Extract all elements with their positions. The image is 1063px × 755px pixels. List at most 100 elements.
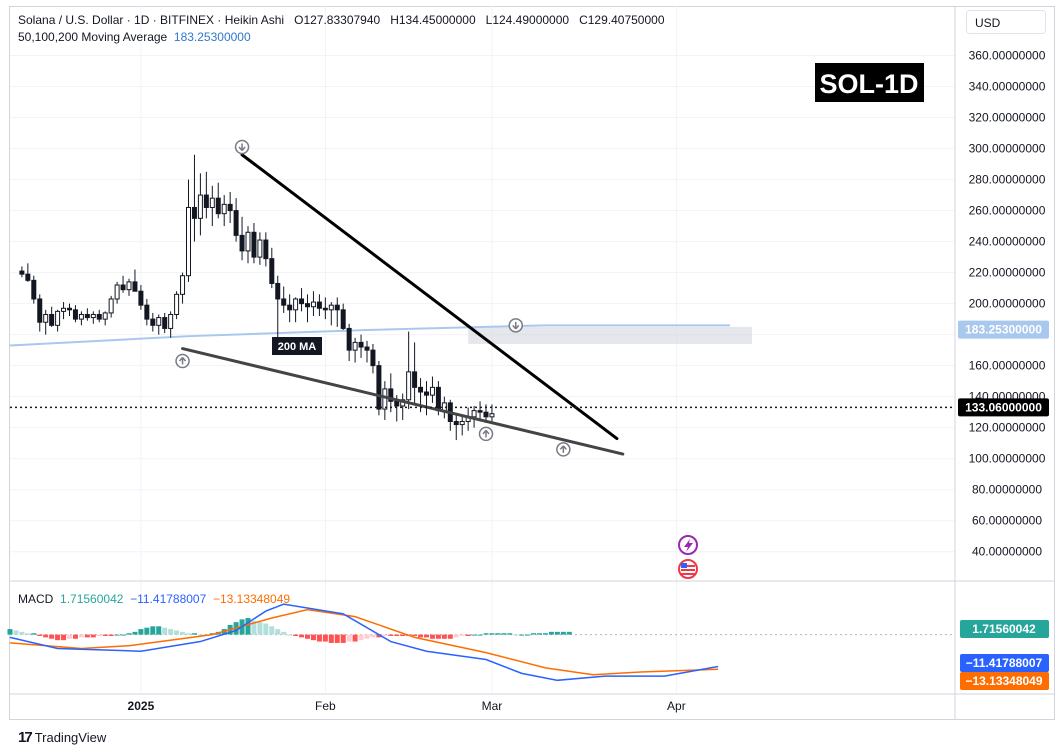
candle-body xyxy=(168,313,174,329)
candles xyxy=(19,154,495,441)
macd-hist-bar xyxy=(293,634,299,636)
candle xyxy=(150,312,156,332)
ma-legend-label[interactable]: 50,100,200 Moving Average xyxy=(18,30,168,44)
candle xyxy=(352,337,358,363)
tradingview-brand[interactable]: 17 TradingView xyxy=(18,729,106,746)
price-tick-label: 320.00000000 xyxy=(969,111,1046,125)
candle xyxy=(31,275,37,304)
candle-body xyxy=(78,313,84,320)
candle-body xyxy=(96,313,102,320)
time-tick-label: 2025 xyxy=(128,699,155,713)
candle-body xyxy=(72,309,78,320)
macd-hist-bar xyxy=(477,634,483,636)
macd-hist-bar xyxy=(67,634,72,639)
macd-hist-bar xyxy=(7,629,13,635)
macd-hist-bar xyxy=(162,627,168,635)
macd-hist-bar xyxy=(90,634,96,638)
candle-body xyxy=(376,365,382,410)
macd-hist-bar xyxy=(560,631,566,635)
time-tick-label: Mar xyxy=(482,699,503,713)
sol-badge: SOL-1D xyxy=(819,69,918,99)
candle-body xyxy=(144,304,150,320)
candle-body xyxy=(162,317,168,329)
macd-hist-bar xyxy=(43,634,49,638)
macd-hist-bar xyxy=(513,634,519,636)
macd-hist-bar xyxy=(275,629,281,635)
macd-hist-bar xyxy=(299,634,305,638)
candle-body xyxy=(406,371,412,401)
macd-hist-bar xyxy=(376,634,382,638)
resistance-trendline xyxy=(240,153,619,441)
candle-body xyxy=(108,298,114,314)
candle xyxy=(471,405,477,428)
signal-line-tag: −13.13348049 xyxy=(960,672,1049,690)
candle xyxy=(287,294,293,323)
macd-hist-bar xyxy=(305,634,310,639)
candle xyxy=(370,343,376,374)
candle-body xyxy=(180,275,186,295)
candle xyxy=(227,191,233,223)
arrow-up-icon-arrow xyxy=(559,445,567,453)
candle-body xyxy=(263,239,269,260)
candle xyxy=(293,297,299,323)
signal-line xyxy=(9,608,719,676)
candle-body xyxy=(316,301,322,309)
last-price-tag-box xyxy=(958,398,1049,417)
macd-hist-bar xyxy=(37,634,43,636)
candle xyxy=(25,263,31,282)
macd-hist-bar xyxy=(543,633,548,635)
candle xyxy=(328,302,334,326)
macd-hist-bar xyxy=(96,634,102,636)
candle xyxy=(322,297,328,320)
macd-hist-bar xyxy=(519,634,525,636)
candle-body xyxy=(174,293,180,315)
candle xyxy=(138,285,144,310)
candle-body xyxy=(90,313,96,319)
candle xyxy=(156,314,162,335)
candle-body xyxy=(299,298,305,305)
macd-hist-bar xyxy=(429,634,435,639)
macd-legend-hist: 1.71560042 xyxy=(60,592,124,606)
annotation-200ma: 200 MA xyxy=(278,341,317,353)
candle-body xyxy=(49,313,55,326)
macd-legend-signal: −13.13348049 xyxy=(212,592,291,606)
us-flag-icon[interactable] xyxy=(678,559,698,579)
candle-body xyxy=(489,413,495,418)
macd-hist-bar xyxy=(31,633,37,635)
macd-hist-bar xyxy=(13,630,19,635)
candle-body xyxy=(233,210,239,236)
candle-body xyxy=(84,313,90,319)
macd-hist-bar xyxy=(310,634,316,641)
resistance-zone xyxy=(468,326,752,344)
macd-hist-bar xyxy=(144,627,150,635)
candle-body xyxy=(186,206,191,277)
macd-hist-bar xyxy=(114,634,120,636)
macd-hist-bar xyxy=(447,634,453,639)
candle xyxy=(197,173,203,236)
candle-body xyxy=(418,386,424,393)
signal-markers xyxy=(175,139,571,457)
candle xyxy=(340,303,346,330)
macd-hist-bar xyxy=(412,634,418,636)
macd-legend-macd: −11.41788007 xyxy=(130,592,207,606)
currency-button[interactable]: USD xyxy=(966,10,1046,34)
candle xyxy=(305,294,310,323)
macd-hist-bar xyxy=(424,634,429,638)
macd-legend-label[interactable]: MACD xyxy=(18,592,54,606)
macd-hist-bar xyxy=(316,634,322,642)
arrow-down-icon-arrow xyxy=(512,321,520,330)
candle xyxy=(275,275,281,341)
lightning-icon[interactable] xyxy=(678,535,698,555)
price-tick-label: 160.00000000 xyxy=(969,359,1046,373)
macd-hist-bar xyxy=(394,634,400,636)
chart-frame xyxy=(9,6,1055,720)
candle-body xyxy=(126,281,132,291)
candle xyxy=(424,381,429,416)
candle-body xyxy=(245,231,251,252)
price-tick-label: 300.00000000 xyxy=(969,142,1046,156)
macd-hist-tag-box xyxy=(960,620,1049,638)
macd-hist-bar xyxy=(156,626,162,635)
macd-hist-bar xyxy=(435,634,441,639)
price-tick-label: 280.00000000 xyxy=(969,173,1046,187)
